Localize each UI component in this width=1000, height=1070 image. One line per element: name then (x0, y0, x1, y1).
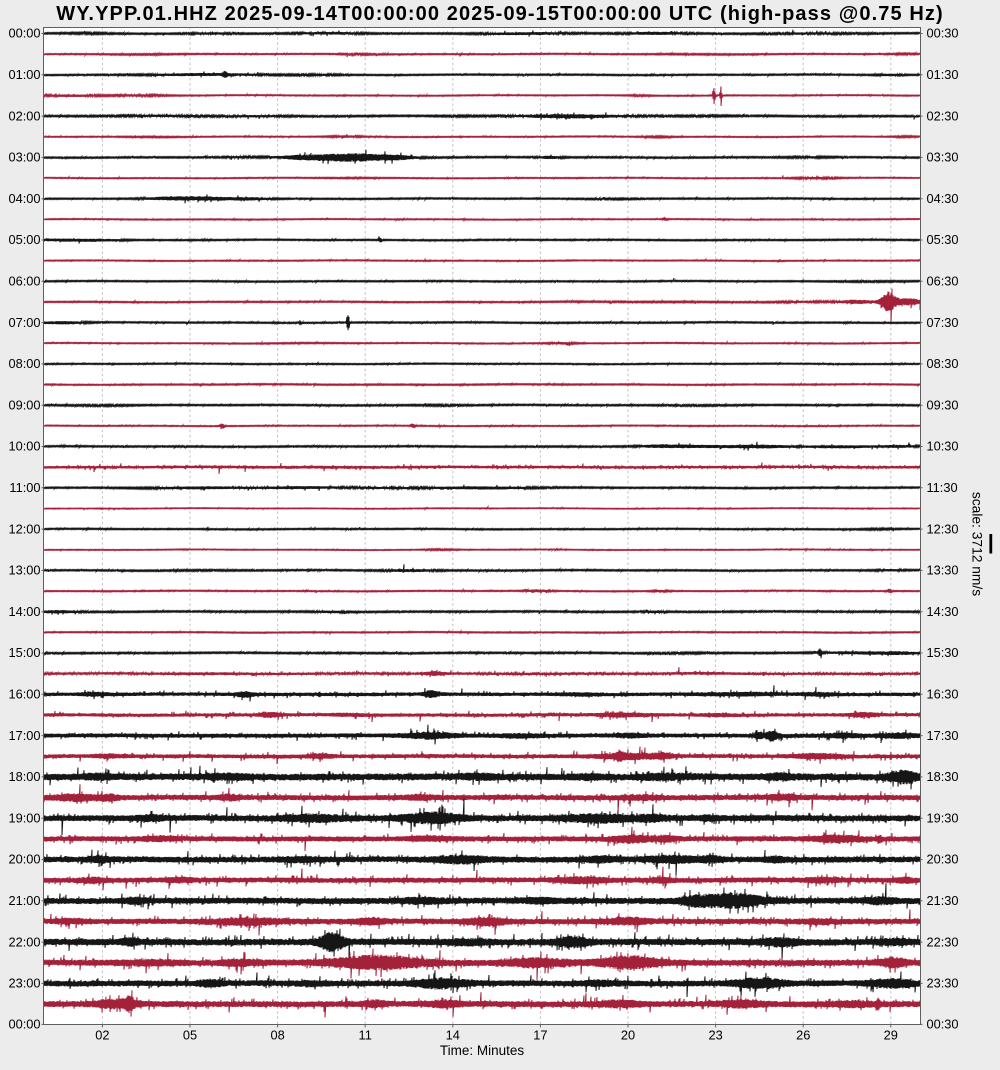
svg-text:16:00: 16:00 (8, 687, 40, 702)
svg-text:07:00: 07:00 (8, 315, 40, 330)
svg-text:20:00: 20:00 (8, 852, 40, 867)
svg-text:21:00: 21:00 (8, 893, 40, 908)
svg-text:08:30: 08:30 (927, 356, 959, 371)
svg-text:15:30: 15:30 (927, 645, 959, 660)
svg-text:00:00: 00:00 (8, 1017, 40, 1032)
svg-text:21:30: 21:30 (927, 893, 959, 908)
svg-text:22:00: 22:00 (8, 934, 40, 949)
svg-text:08:00: 08:00 (8, 356, 40, 371)
svg-text:14:30: 14:30 (927, 604, 959, 619)
svg-text:19:30: 19:30 (927, 810, 959, 825)
svg-text:04:00: 04:00 (8, 191, 40, 206)
svg-text:12:30: 12:30 (927, 521, 959, 536)
svg-text:07:30: 07:30 (927, 315, 959, 330)
svg-text:03:30: 03:30 (927, 150, 959, 165)
svg-text:11: 11 (359, 1028, 372, 1043)
svg-text:06:30: 06:30 (927, 274, 959, 289)
svg-text:05: 05 (183, 1028, 197, 1043)
svg-text:03:00: 03:00 (8, 150, 40, 165)
svg-text:14:00: 14:00 (8, 604, 40, 619)
svg-text:Time: Minutes: Time: Minutes (440, 1043, 525, 1058)
svg-text:20:30: 20:30 (927, 852, 959, 867)
svg-text:13:00: 13:00 (8, 563, 40, 578)
svg-text:05:00: 05:00 (8, 232, 40, 247)
svg-text:00:30: 00:30 (927, 26, 959, 41)
svg-text:05:30: 05:30 (927, 232, 959, 247)
svg-text:scale: 3712 nm/s: scale: 3712 nm/s (970, 492, 985, 596)
svg-text:09:30: 09:30 (927, 397, 959, 412)
svg-text:13:30: 13:30 (927, 563, 959, 578)
svg-text:26: 26 (796, 1028, 810, 1043)
svg-text:00:30: 00:30 (927, 1017, 959, 1032)
svg-text:02:30: 02:30 (927, 108, 959, 123)
svg-text:11:30: 11:30 (927, 480, 958, 495)
svg-text:06:00: 06:00 (8, 274, 40, 289)
svg-text:01:00: 01:00 (8, 67, 40, 82)
svg-text:01:30: 01:30 (927, 67, 959, 82)
svg-text:02:00: 02:00 (8, 108, 40, 123)
svg-text:11:00: 11:00 (9, 480, 40, 495)
svg-text:23: 23 (708, 1028, 722, 1043)
svg-text:15:00: 15:00 (8, 645, 40, 660)
svg-text:17:00: 17:00 (8, 728, 40, 743)
svg-text:20: 20 (621, 1028, 635, 1043)
svg-text:10:30: 10:30 (927, 439, 959, 454)
svg-text:22:30: 22:30 (927, 934, 959, 949)
svg-text:00:00: 00:00 (8, 26, 40, 41)
svg-text:WY.YPP.01.HHZ 2025-09-14T00:00: WY.YPP.01.HHZ 2025-09-14T00:00:00 2025-0… (56, 3, 944, 25)
svg-text:29: 29 (884, 1028, 898, 1043)
svg-text:18:30: 18:30 (927, 769, 959, 784)
svg-text:23:30: 23:30 (927, 976, 959, 991)
svg-text:17: 17 (533, 1028, 547, 1043)
svg-text:16:30: 16:30 (927, 687, 959, 702)
svg-text:18:00: 18:00 (8, 769, 40, 784)
svg-text:08: 08 (270, 1028, 284, 1043)
svg-text:10:00: 10:00 (8, 439, 40, 454)
svg-text:09:00: 09:00 (8, 397, 40, 412)
svg-text:02: 02 (95, 1028, 109, 1043)
svg-text:19:00: 19:00 (8, 810, 40, 825)
svg-text:23:00: 23:00 (8, 976, 40, 991)
svg-text:12:00: 12:00 (8, 521, 40, 536)
svg-text:17:30: 17:30 (927, 728, 959, 743)
svg-text:04:30: 04:30 (927, 191, 959, 206)
svg-text:14: 14 (446, 1028, 460, 1043)
